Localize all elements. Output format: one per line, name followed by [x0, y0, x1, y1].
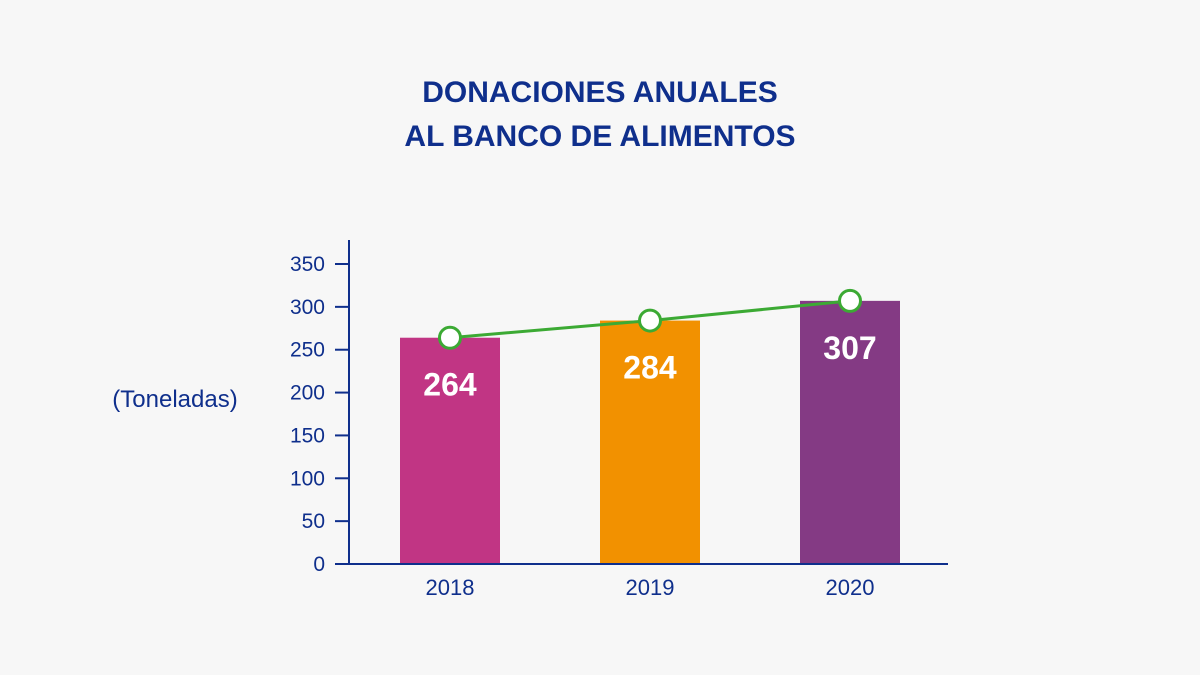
bar-2019 [600, 320, 700, 564]
data-label: 307 [823, 330, 876, 366]
trend-point [638, 308, 662, 333]
y-axis-ticks: 0 50 100 150 200 250 300 350 [290, 253, 349, 576]
x-tick-label: 2018 [426, 575, 475, 600]
y-tick-label: 150 [290, 424, 325, 447]
axes [335, 240, 948, 565]
chart-title-line-2: AL BANCO DE ALIMENTOS [404, 120, 795, 153]
chart-title-line-1: DONACIONES ANUALES [422, 76, 778, 109]
data-label: 284 [623, 350, 677, 386]
x-tick-label: 2020 [826, 575, 875, 600]
bars: 264 2018 284 2019 307 2020 [400, 300, 900, 600]
trend-point [438, 325, 462, 350]
y-tick-label: 50 [302, 510, 325, 533]
y-tick-label: 350 [290, 253, 325, 276]
data-label: 264 [423, 367, 477, 403]
y-tick-label: 0 [313, 553, 325, 576]
y-tick-label: 300 [290, 296, 325, 319]
bar-2020 [800, 300, 900, 564]
trend-line-group [438, 288, 862, 350]
y-tick-label: 200 [290, 382, 325, 405]
y-tick-label: 100 [290, 467, 325, 490]
x-tick-label: 2019 [626, 575, 675, 600]
bar-2018 [400, 337, 500, 564]
y-tick-label: 250 [290, 339, 325, 362]
y-axis-label: (Toneladas) [112, 386, 237, 413]
trend-point [838, 288, 862, 313]
